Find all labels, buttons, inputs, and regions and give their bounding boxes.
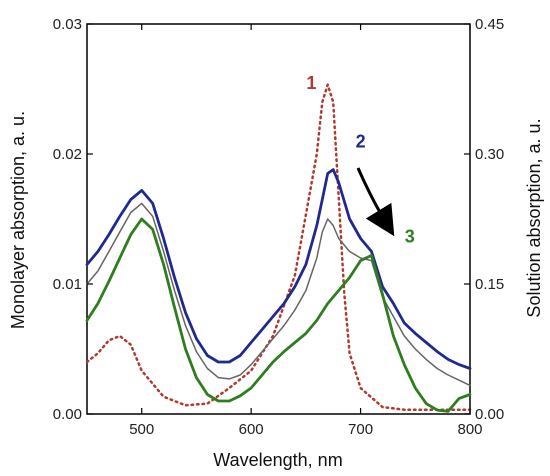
series-line-3 — [85, 217, 472, 413]
x-tick-label: 800 — [457, 421, 482, 438]
y-left-tick-label: 0.02 — [53, 146, 82, 163]
y-right-tick-label: 0.30 — [475, 146, 504, 163]
annotation-layer: 1 2 3 — [306, 73, 415, 246]
plot-frame — [86, 23, 471, 415]
series-line-grey — [86, 202, 471, 387]
y-right-tick-label: 0.45 — [475, 16, 504, 33]
trend-arrow — [356, 167, 395, 237]
x-tick-label: 600 — [239, 421, 264, 438]
y-axis-right-title: Solution absorption, a. u. — [524, 118, 544, 317]
tick-layer: 500 600 700 8000.000.010.020.030.000.150.30… — [53, 16, 504, 438]
series-layer — [85, 83, 472, 413]
y-right-tick-label: 0.00 — [475, 406, 504, 423]
series-label-3: 3 — [405, 226, 415, 246]
series-line-2 — [85, 168, 472, 370]
series-label-2: 2 — [356, 132, 366, 152]
y-right-tick-label: 0.15 — [475, 276, 504, 293]
x-tick-label: 500 — [129, 421, 154, 438]
y-left-tick-label: 0.03 — [53, 16, 82, 33]
series-label-1: 1 — [306, 73, 316, 93]
series-line-1 — [85, 83, 472, 411]
x-axis-title: Wavelength, nm — [213, 450, 342, 470]
x-tick-label: 700 — [348, 421, 373, 438]
y-left-tick-label: 0.00 — [53, 406, 82, 423]
y-axis-left-title: Monolayer absorption, a. u. — [8, 111, 28, 329]
y-left-tick-label: 0.01 — [53, 276, 82, 293]
